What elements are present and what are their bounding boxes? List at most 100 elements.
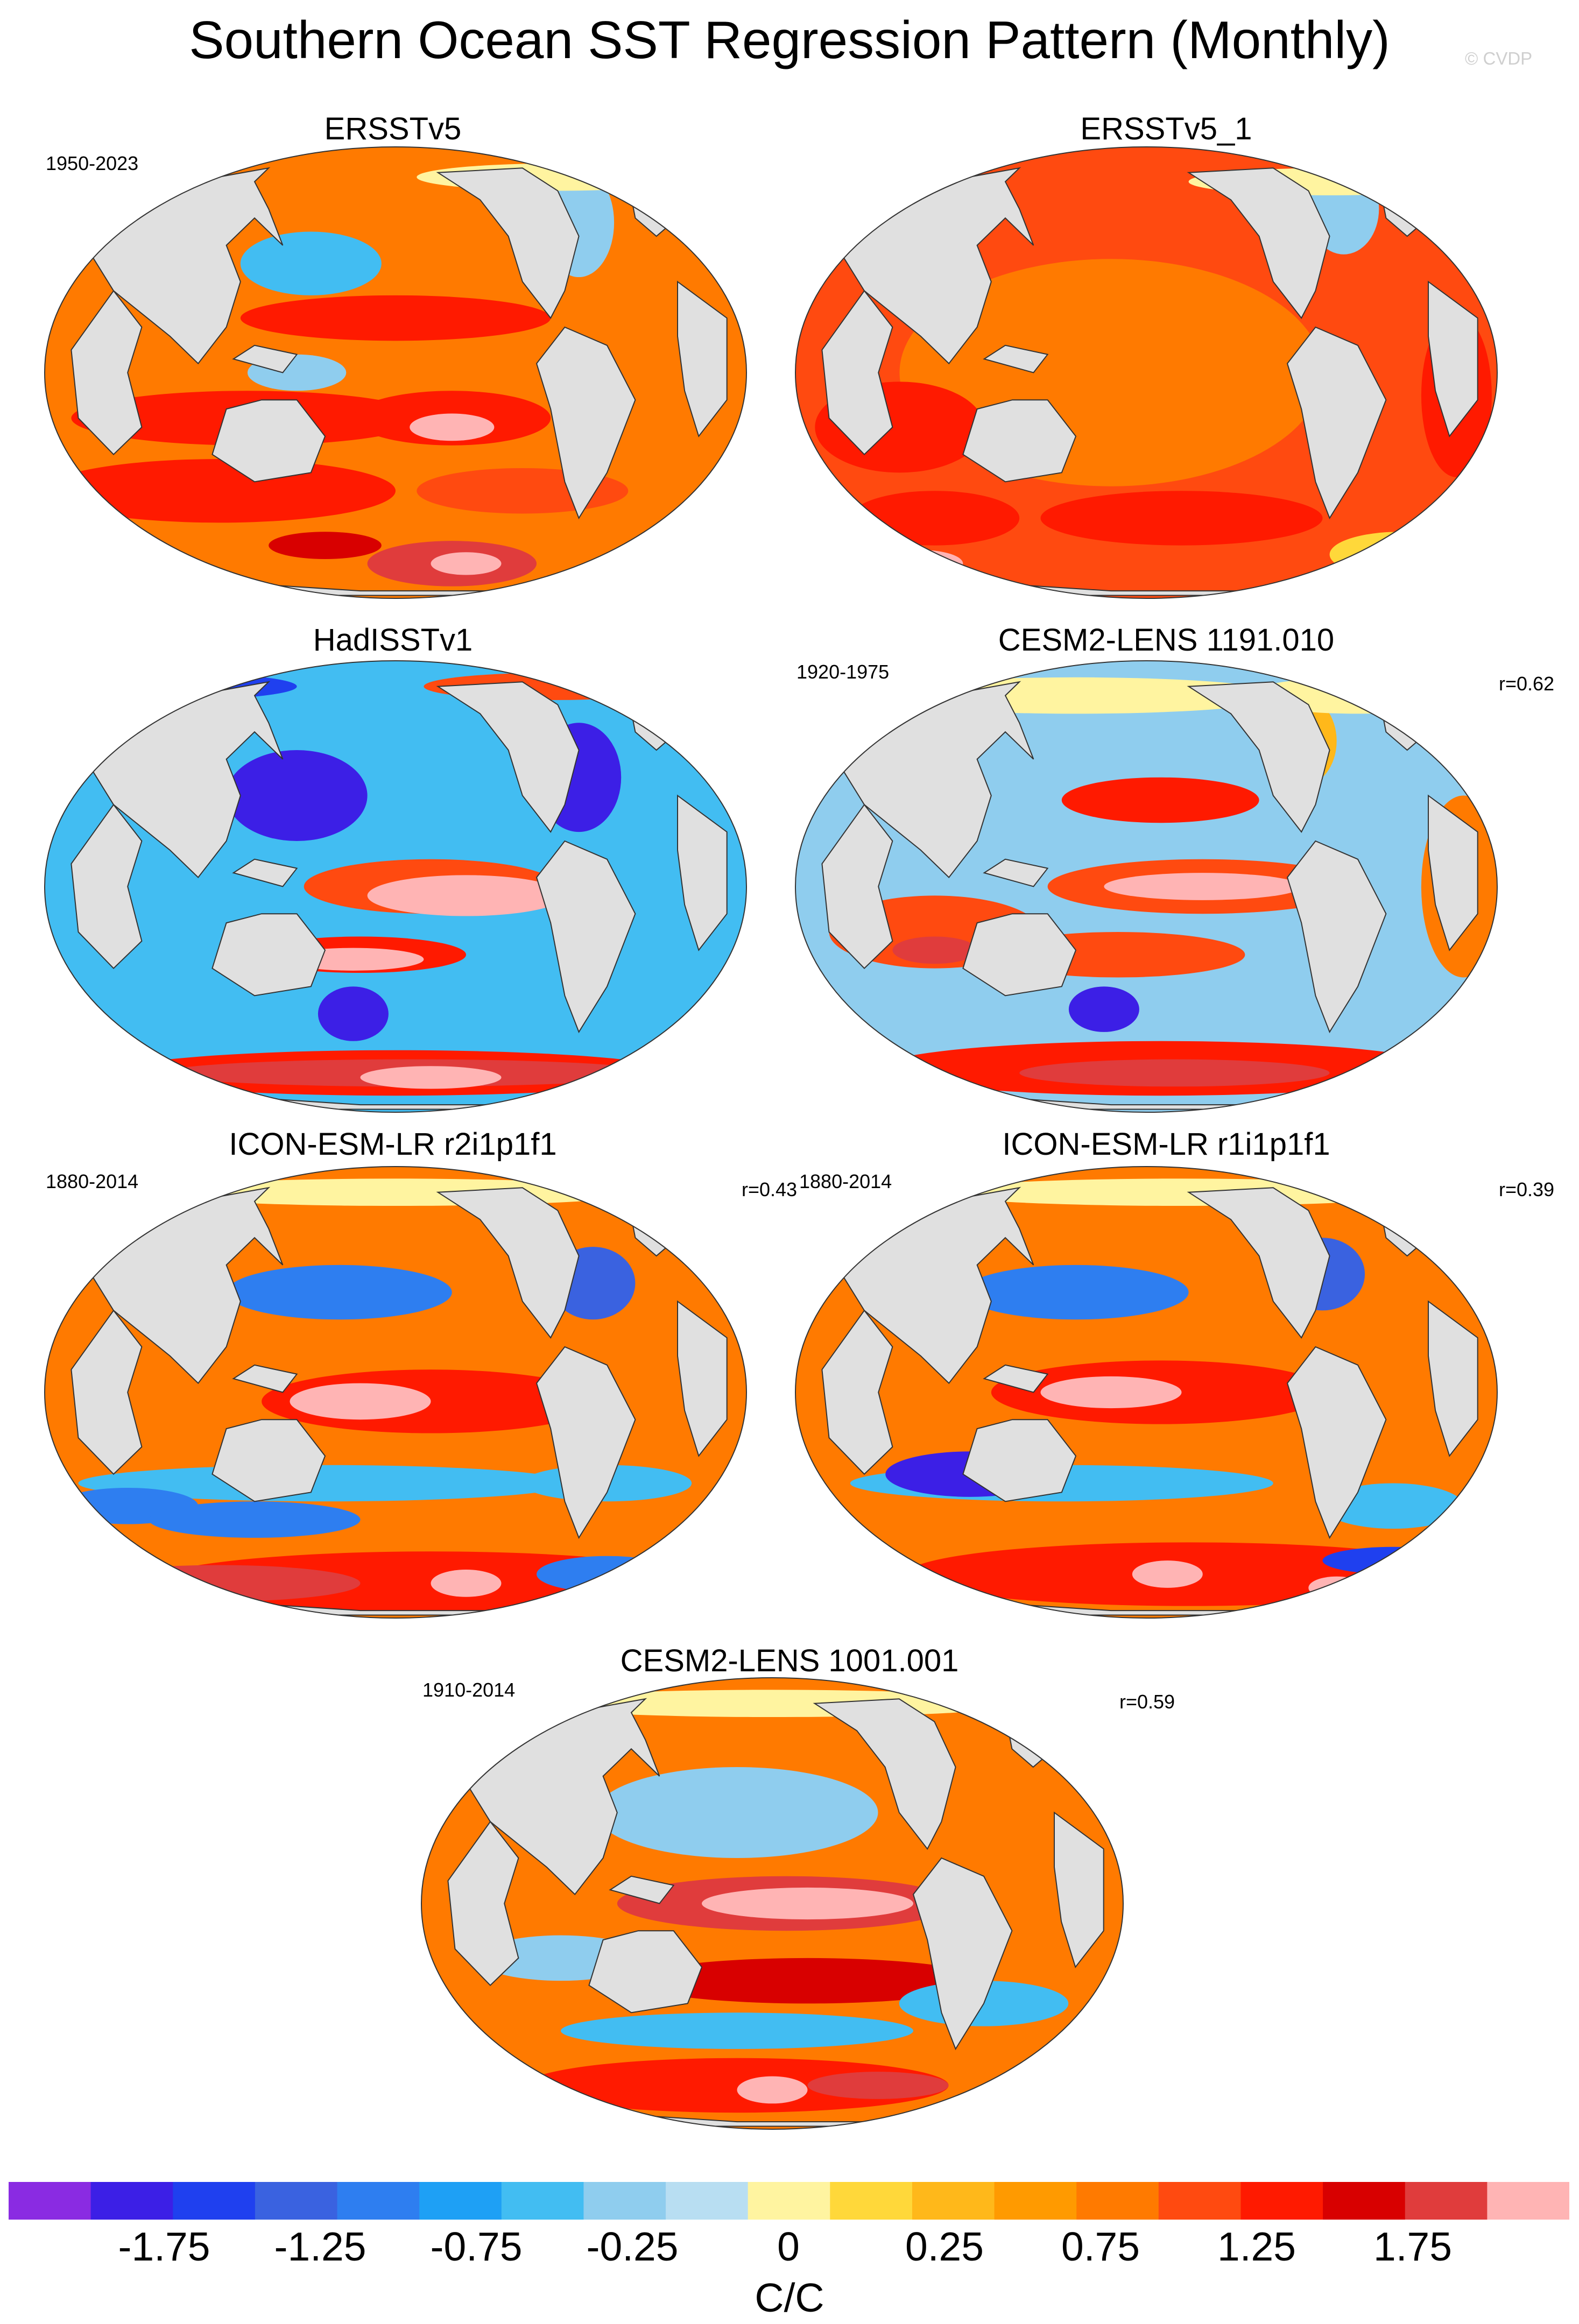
landmass: [1054, 1813, 1104, 1967]
anomaly-region: [78, 1565, 361, 1602]
anomaly-region: [318, 986, 389, 1041]
landmass: [1189, 1188, 1330, 1338]
colorbar-swatch: [583, 2182, 666, 2220]
anomaly-region: [1322, 1483, 1464, 1529]
colorbar: [9, 2182, 1569, 2220]
map-outline: [44, 660, 747, 1113]
colorbar-swatch: [994, 2182, 1077, 2220]
anomaly-region: [367, 875, 565, 916]
regression-map: [421, 1677, 1124, 2130]
landmass: [610, 1876, 674, 1904]
landmass: [234, 345, 297, 373]
anomaly-region: [596, 1767, 878, 1858]
anomaly-region: [1068, 986, 1139, 1032]
landmass: [234, 1365, 297, 1393]
panel-correlation: r=0.39: [1499, 1178, 1555, 1200]
colorbar-swatch: [501, 2182, 584, 2220]
regression-map: [795, 660, 1498, 1113]
landmass: [212, 400, 325, 482]
colorbar-tick-label: -1.75: [118, 2224, 210, 2269]
anomaly-region: [240, 295, 551, 341]
panel-period: 1950-2023: [46, 152, 139, 174]
landmass: [815, 1699, 956, 1849]
regression-map: [44, 1166, 747, 1619]
anomaly-region: [807, 2072, 949, 2099]
landmass: [234, 859, 297, 887]
anomaly-region: [702, 1887, 913, 1920]
colorbar-tick-label: -1.25: [274, 2224, 366, 2269]
anomaly-region: [1040, 1376, 1182, 1409]
landmass: [984, 345, 1048, 373]
colorbar-swatch: [1405, 2182, 1488, 2220]
landmass: [212, 1419, 325, 1501]
panel-title: ERSSTv5_1: [1080, 111, 1252, 146]
landmass: [71, 291, 142, 454]
map-outline: [44, 1166, 747, 1619]
anomaly-region: [431, 552, 502, 575]
anomaly-region: [45, 459, 396, 523]
regression-map: [44, 146, 747, 599]
colorbar-swatch: [1323, 2182, 1406, 2220]
landmass: [678, 282, 727, 436]
landmass: [963, 1419, 1076, 1501]
landmass: [71, 1310, 142, 1474]
regression-map: [795, 1166, 1498, 1619]
anomaly-region: [963, 1265, 1189, 1320]
landmass: [537, 841, 635, 1032]
colorbar-swatch: [255, 2182, 338, 2220]
map-outline: [795, 1166, 1498, 1619]
panel-period: 1880-2014: [799, 1170, 892, 1192]
panel-title: ICON-ESM-LR r1i1p1f1: [1002, 1127, 1330, 1162]
panel-correlation: r=0.43: [742, 1178, 798, 1200]
landmass: [1287, 327, 1386, 518]
colorbar-swatch: [1158, 2182, 1241, 2220]
colorbar-tick-label: -0.25: [586, 2224, 679, 2269]
colorbar-swatch: [1487, 2182, 1569, 2220]
landmass: [822, 804, 892, 968]
panel-correlation: r=0.59: [1119, 1691, 1175, 1713]
colorbar-swatch: [666, 2182, 749, 2220]
landmass: [589, 1931, 702, 2012]
landmass: [1287, 841, 1386, 1032]
anomaly-region: [360, 1066, 502, 1089]
colorbar-swatch: [1240, 2182, 1323, 2220]
colorbar-tick-label: 0.75: [1061, 2224, 1140, 2269]
colorbar-swatch: [90, 2182, 173, 2220]
anomaly-region: [537, 1556, 678, 1593]
anomaly-region: [1061, 777, 1259, 823]
anomaly-region: [226, 1265, 452, 1320]
anomaly-region: [1132, 1560, 1203, 1588]
landmass: [438, 682, 579, 832]
landmass: [1428, 282, 1478, 436]
colorbar-tick-label: 1.75: [1373, 2224, 1452, 2269]
anomaly-region: [850, 491, 1020, 546]
landmass: [913, 1858, 1012, 2049]
panel-period: 1910-2014: [422, 1679, 516, 1701]
landmass: [984, 1365, 1048, 1393]
colorbar-swatch: [1076, 2182, 1159, 2220]
panel-title: CESM2-LENS 1191.010: [998, 623, 1335, 658]
regression-map: [795, 146, 1498, 599]
landmass: [1428, 796, 1478, 950]
landmass: [963, 400, 1076, 482]
colorbar-swatch: [9, 2182, 91, 2220]
anomaly-region: [226, 750, 368, 841]
map-outline: [795, 660, 1498, 1113]
landmass: [212, 914, 325, 995]
anomaly-region: [149, 1501, 361, 1538]
landmass: [1428, 1302, 1478, 1456]
landmass: [438, 1188, 579, 1338]
anomaly-region: [631, 1958, 984, 2004]
landmass: [1189, 682, 1330, 832]
anomaly-region: [78, 1465, 572, 1502]
figure-title: Southern Ocean SST Regression Pattern (M…: [189, 10, 1390, 69]
anomaly-region: [1322, 1546, 1464, 1574]
colorbar-unit-label: C/C: [755, 2275, 824, 2320]
map-outline: [44, 146, 747, 599]
landmass: [1287, 1347, 1386, 1538]
landmass: [678, 1302, 727, 1456]
colorbar-swatch: [419, 2182, 502, 2220]
anomaly-region: [431, 1570, 502, 1597]
map-outline: [795, 146, 1498, 599]
landmass: [448, 1821, 518, 1985]
